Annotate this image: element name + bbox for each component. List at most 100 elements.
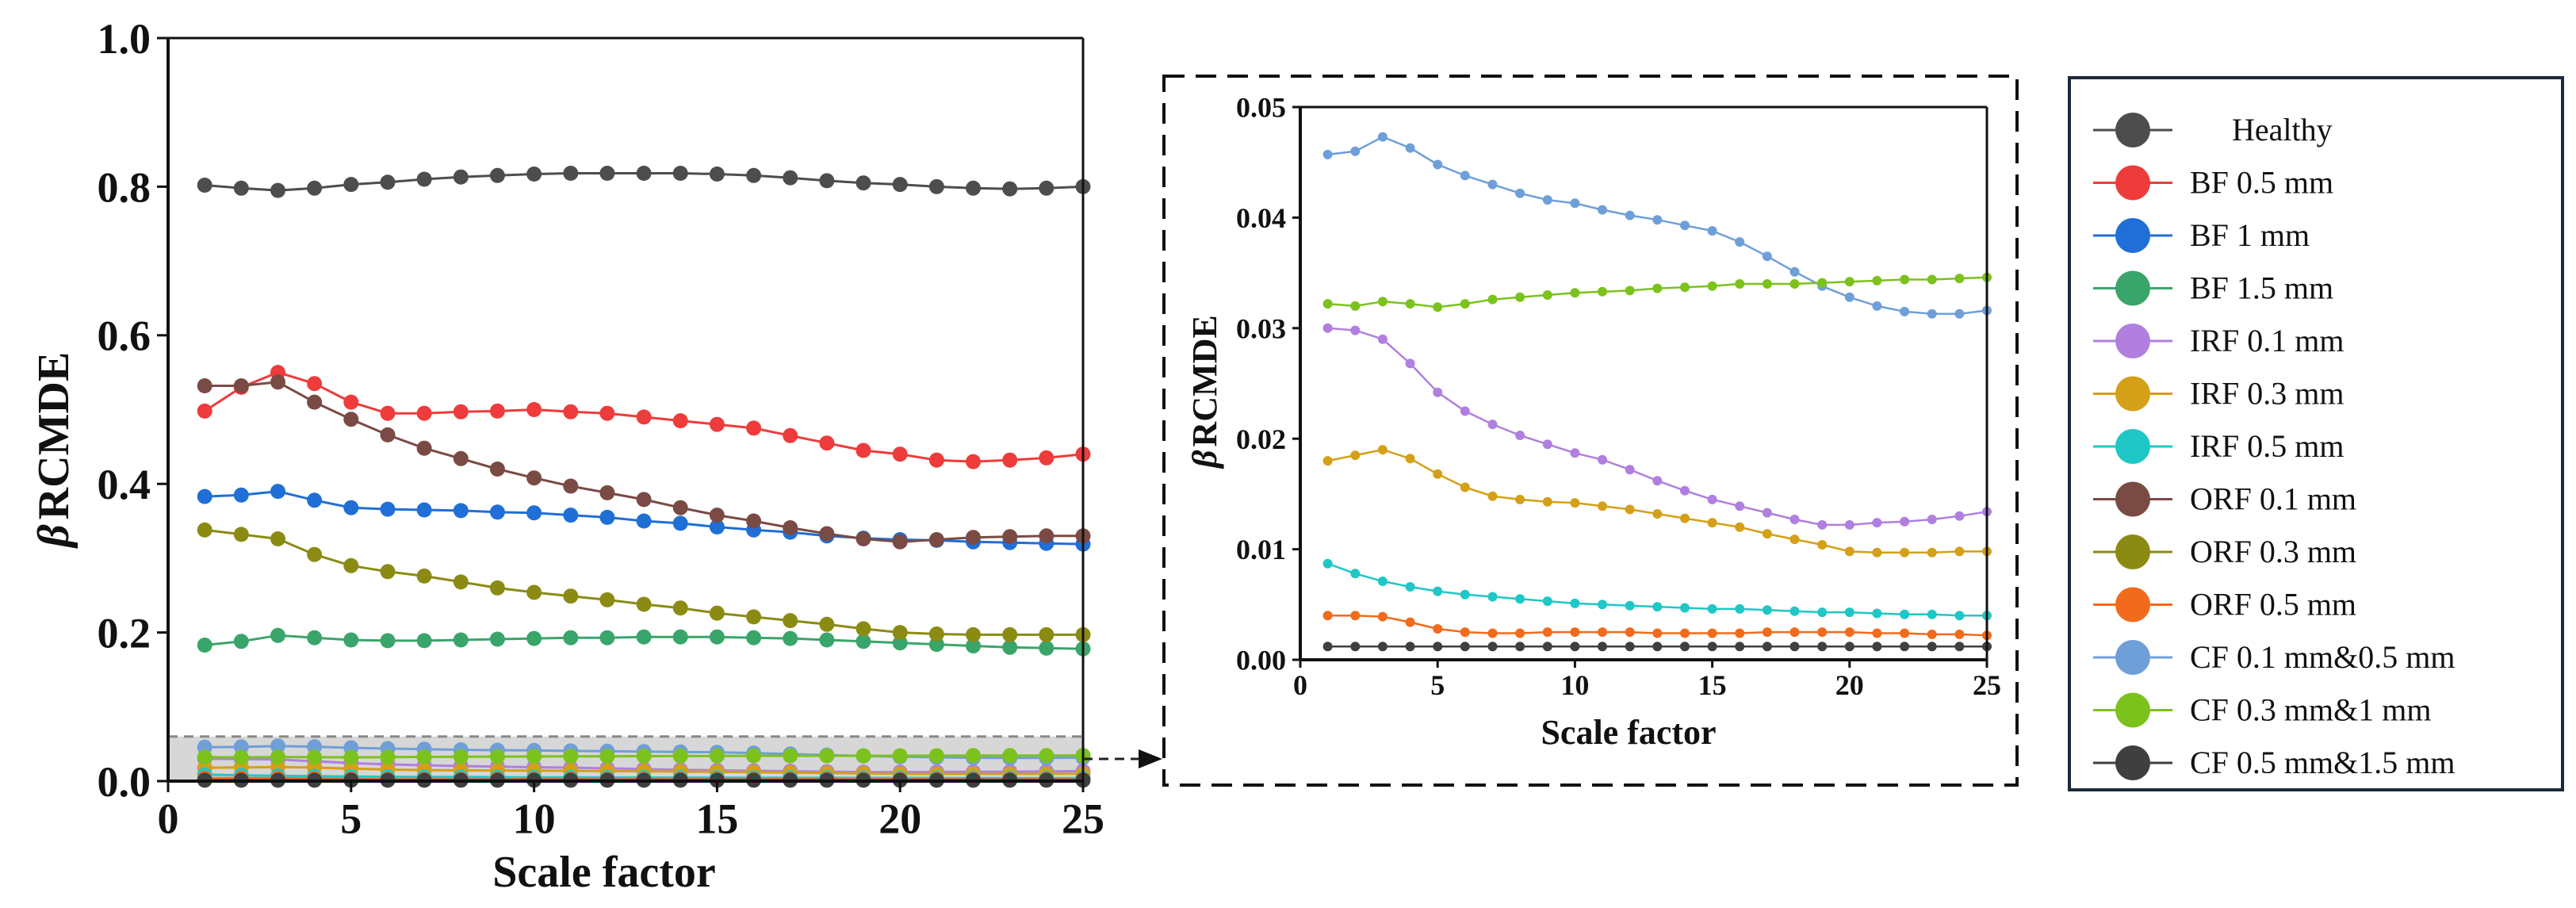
inset-series-cf-0-1-mm-0-5-mm [1322, 132, 1992, 319]
main-data-point [416, 405, 432, 421]
inset-data-point [1789, 606, 1800, 616]
inset-data-point [1927, 629, 1937, 639]
inset-data-point [1872, 275, 1882, 285]
inset-data-point [1515, 431, 1525, 440]
inset-data-point [1625, 285, 1635, 296]
inset-chart: 0.00 0.01 0.02 0.03 0.04 0.05 0 5 10 15 20 25 Scal… [1162, 75, 2019, 787]
inset-data-point [1433, 586, 1443, 596]
main-data-point [855, 748, 871, 764]
main-data-point [307, 180, 323, 196]
inset-data-point [1542, 642, 1552, 652]
inset-data-point [1680, 603, 1690, 613]
inset-data-point [1707, 281, 1717, 291]
inset-data-point [1515, 594, 1525, 604]
inset-data-point [1322, 299, 1333, 309]
inset-data-point [1598, 205, 1607, 215]
inset-data-point [1377, 297, 1388, 307]
inset-data-point [1625, 627, 1635, 638]
inset-data-point [1735, 642, 1745, 652]
inset-data-point [1487, 628, 1498, 638]
main-data-point [307, 394, 323, 410]
main-data-point [453, 503, 469, 519]
main-data-point [1039, 450, 1055, 465]
legend-swatch-marker [2115, 692, 2150, 728]
main-data-point [343, 177, 359, 193]
inset-data-point [1789, 642, 1800, 652]
main-data-point [746, 748, 762, 764]
main-y-tick-label: 0.2 [98, 610, 151, 657]
inset-data-point [1487, 179, 1498, 190]
main-data-point [672, 166, 688, 181]
main-data-point [526, 584, 542, 600]
main-data-point [197, 403, 212, 419]
main-data-point [270, 738, 285, 754]
inset-data-point [1460, 627, 1470, 638]
main-data-point [197, 638, 212, 653]
inset-data-point [1735, 628, 1745, 638]
inset-data-point [1927, 274, 1937, 285]
main-data-point [1002, 529, 1018, 545]
main-data-point [746, 609, 762, 625]
inset-data-point [1350, 611, 1361, 621]
main-data-point [270, 627, 285, 643]
main-data-point [855, 531, 871, 546]
inset-data-point [1707, 518, 1717, 528]
main-data-point [416, 749, 432, 764]
inset-data-point [1954, 308, 1965, 319]
main-data-point [233, 749, 249, 765]
inset-data-point [1872, 642, 1882, 652]
inset-data-point [1433, 387, 1443, 397]
legend-swatch-marker [2115, 270, 2150, 306]
main-data-point [709, 416, 725, 432]
main-data-point [892, 635, 908, 651]
main-series-group [197, 166, 1091, 788]
inset-data-point [1900, 547, 1910, 557]
inset-data-point [1487, 294, 1498, 305]
inset-x-ticks: 0 5 10 15 20 25 [1293, 660, 2001, 701]
inset-data-point [1762, 529, 1772, 539]
inset-data-point [1707, 494, 1717, 504]
inset-data-point [1735, 603, 1745, 614]
main-data-point [746, 167, 762, 183]
inset-data-point [1625, 642, 1635, 652]
inset-y-tick-label: 0.05 [1236, 92, 1286, 124]
inset-y-axis-title: β RCMDE [1185, 315, 1224, 469]
legend-item-bf-1-5-mm: BF 1.5 mm [2093, 270, 2333, 306]
inset-data-point [1844, 519, 1854, 530]
inset-data-point [1844, 607, 1854, 618]
inset-data-point [1460, 170, 1470, 181]
inset-series-orf-0-5-mm [1322, 611, 1992, 641]
inset-x-tick-label: 10 [1560, 669, 1589, 701]
inset-data-point [1652, 628, 1663, 638]
main-data-point [966, 626, 981, 642]
legend-item-orf-0-5-mm: ORF 0.5 mm [2093, 587, 2356, 623]
main-data-point [819, 632, 835, 648]
inset-data-point [1542, 195, 1552, 205]
main-data-point [783, 427, 798, 443]
main-data-point [819, 748, 835, 764]
main-data-point [307, 546, 323, 562]
inset-data-point [1954, 642, 1965, 652]
main-x-tick-label: 0 [158, 795, 179, 842]
inset-data-point [1598, 286, 1607, 297]
inset-data-point [1433, 302, 1443, 312]
main-data-point [380, 427, 396, 443]
inset-data-point [1817, 642, 1828, 652]
inset-data-point [1652, 642, 1663, 652]
inset-data-point [1350, 450, 1361, 461]
main-data-point [709, 748, 725, 764]
legend-item-bf-0-5-mm: BF 0.5 mm [2093, 165, 2333, 201]
inset-data-point [1433, 159, 1443, 170]
inset-data-point [1735, 279, 1745, 289]
inset-data-point [1954, 611, 1965, 621]
main-data-point [599, 630, 615, 646]
inset-data-point [1844, 627, 1854, 638]
inset-data-point [1460, 589, 1470, 600]
main-data-point [892, 748, 908, 764]
main-data-point [928, 626, 944, 642]
main-data-point [892, 534, 908, 550]
inset-data-point [1954, 274, 1965, 284]
inset-data-point [1598, 642, 1607, 652]
main-data-point [233, 739, 249, 755]
main-data-point [489, 504, 505, 520]
